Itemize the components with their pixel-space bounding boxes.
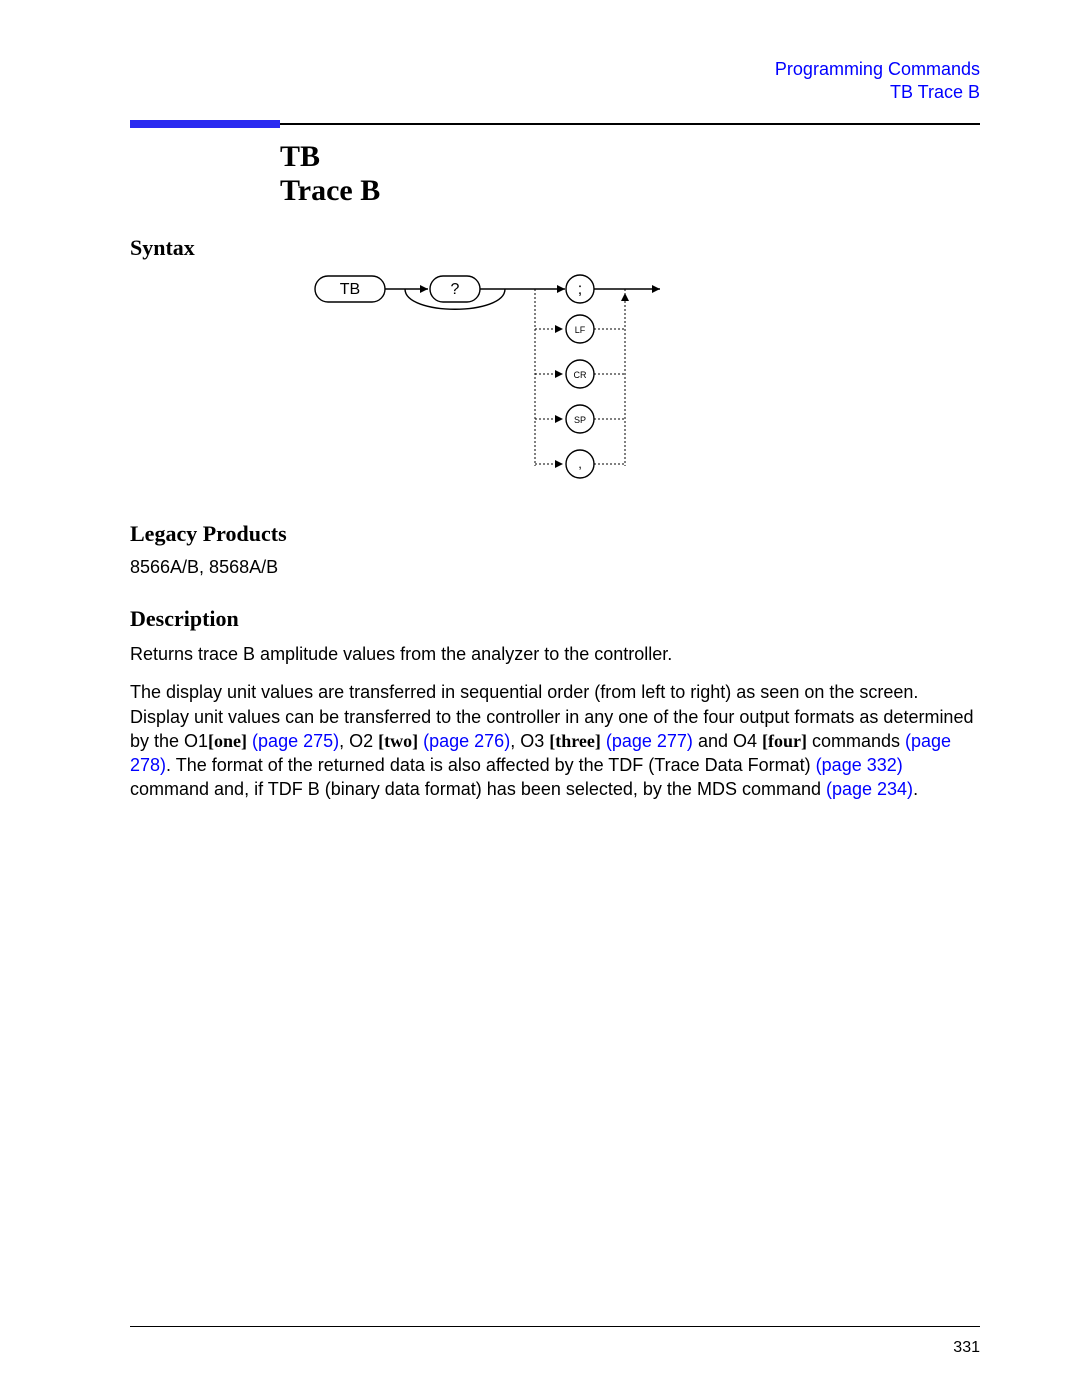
title-block: TB Trace B <box>280 140 380 208</box>
title-line-2: Trace B <box>280 174 380 208</box>
header-line-2: TB Trace B <box>775 81 980 104</box>
rule-black <box>280 123 980 125</box>
legacy-text: 8566A/B, 8568A/B <box>130 557 980 578</box>
rule-blue <box>130 120 280 128</box>
diagram-cr: CR <box>574 370 587 380</box>
description-block: Description Returns trace B amplitude va… <box>130 606 980 802</box>
legacy-block: Legacy Products 8566A/B, 8568A/B <box>130 521 980 578</box>
p2-bold-3: [three] <box>549 731 601 751</box>
p2-bold-2: [two] <box>378 731 418 751</box>
p2-text-3: , O3 <box>510 731 549 751</box>
title-line-1: TB <box>280 140 380 174</box>
p2-text-6: . The format of the returned data is als… <box>166 755 816 775</box>
diagram-tb-label: TB <box>340 281 360 298</box>
syntax-diagram: TB ? ; <box>310 271 980 501</box>
description-heading: Description <box>130 606 980 632</box>
p2-text-8: . <box>913 779 918 799</box>
header: Programming Commands TB Trace B <box>775 58 980 105</box>
diagram-comma: , <box>578 456 582 471</box>
link-page-277[interactable]: (page 277) <box>601 731 693 751</box>
diagram-lf: LF <box>575 325 586 335</box>
footer-rule <box>130 1326 980 1327</box>
page: Programming Commands TB Trace B TB Trace… <box>0 0 1080 1397</box>
p2-text-2: , O2 <box>339 731 378 751</box>
link-page-276[interactable]: (page 276) <box>418 731 510 751</box>
p2-bold-1: [one] <box>208 731 247 751</box>
p2-text-7: command and, if TDF B (binary data forma… <box>130 779 826 799</box>
syntax-svg: TB ? ; <box>310 271 730 491</box>
p2-text-5: commands <box>807 731 905 751</box>
syntax-heading: Syntax <box>130 235 980 261</box>
description-para-2: The display unit values are transferred … <box>130 680 980 801</box>
diagram-query-label: ? <box>451 281 460 298</box>
diagram-semicolon: ; <box>578 281 582 298</box>
legacy-heading: Legacy Products <box>130 521 980 547</box>
description-para-1: Returns trace B amplitude values from th… <box>130 642 980 666</box>
header-line-1: Programming Commands <box>775 58 980 81</box>
content: Syntax TB ? ; <box>130 235 980 816</box>
link-page-332[interactable]: (page 332) <box>816 755 903 775</box>
page-number: 331 <box>953 1339 980 1357</box>
p2-text-4: and O4 <box>693 731 762 751</box>
link-page-275[interactable]: (page 275) <box>247 731 339 751</box>
header-rule <box>130 120 980 130</box>
link-page-234[interactable]: (page 234) <box>826 779 913 799</box>
p2-bold-4: [four] <box>762 731 807 751</box>
diagram-sp: SP <box>574 415 586 425</box>
